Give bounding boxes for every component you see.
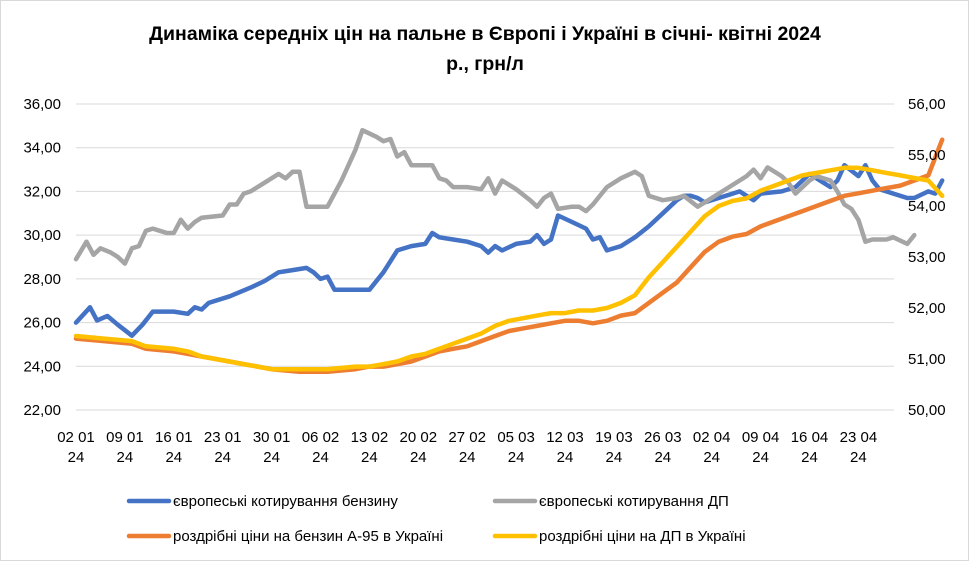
legend-label-2: європеські котирування ДП: [539, 493, 729, 510]
x-tick-year-label: 24: [654, 449, 671, 466]
x-tick-label: 26 03: [644, 429, 682, 446]
x-tick-label: 09 04: [742, 429, 780, 446]
y-left-tick-label: 24,00: [23, 358, 61, 375]
y-axis-right: 50,00 51,00 52,00 53,00 54,00 55,00 56,00: [908, 96, 946, 419]
y-right-tick-label: 54,00: [908, 198, 946, 215]
x-tick-label: 19 03: [595, 429, 633, 446]
x-tick-year-label: 24: [312, 449, 329, 466]
x-tick-label: 12 03: [546, 429, 584, 446]
x-tick-year-label: 24: [361, 449, 378, 466]
x-tick-year-label: 24: [606, 449, 623, 466]
x-tick-label: 02 01: [57, 429, 95, 446]
x-tick-year-label: 24: [703, 449, 720, 466]
legend-label-4: роздрібні ціни на ДП в Україні: [539, 528, 746, 545]
x-tick-year-label: 24: [410, 449, 427, 466]
y-right-tick-label: 50,00: [908, 402, 946, 419]
x-tick-label: 09 01: [106, 429, 144, 446]
x-tick-label: 02 04: [693, 429, 731, 446]
x-tick-label: 13 02: [351, 429, 389, 446]
y-axis-left: 22,00 24,00 26,00 28,00 30,00 32,00 34,00 36,00: [23, 96, 61, 419]
y-left-tick-label: 26,00: [23, 315, 61, 332]
x-tick-label: 05 03: [497, 429, 535, 446]
legend: європеські котирування бензину європеські…: [126, 493, 746, 545]
x-tick-year-label: 24: [801, 449, 818, 466]
y-right-tick-label: 55,00: [908, 147, 946, 164]
y-right-tick-label: 53,00: [908, 249, 946, 266]
y-left-tick-label: 22,00: [23, 402, 61, 419]
x-tick-label: 20 02: [400, 429, 438, 446]
legend-label-1: європеські котирування бензину: [173, 493, 398, 510]
y-left-tick-label: 36,00: [23, 96, 61, 113]
x-tick-year-label: 24: [165, 449, 182, 466]
x-tick-year-label: 24: [214, 449, 231, 466]
x-tick-label: 23 04: [840, 429, 878, 446]
x-tick-label: 27 02: [448, 429, 486, 446]
x-tick-year-label: 24: [263, 449, 280, 466]
x-tick-year-label: 24: [557, 449, 574, 466]
x-tick-year-label: 24: [117, 449, 134, 466]
x-tick-label: 06 02: [302, 429, 340, 446]
x-tick-year-label: 24: [459, 449, 476, 466]
x-tick-year-label: 24: [850, 449, 867, 466]
x-tick-year-label: 24: [508, 449, 525, 466]
chart-title-line-1: Динаміка середніх цін на пальне в Європі…: [149, 23, 821, 45]
x-tick-year-label: 24: [752, 449, 769, 466]
series-line-4: [73, 165, 945, 372]
gridlines: [76, 103, 894, 411]
x-tick-label: 30 01: [253, 429, 291, 446]
x-tick-year-label: 24: [68, 449, 85, 466]
y-left-tick-label: 34,00: [23, 140, 61, 157]
chart-title-line-2: р., грн/л: [446, 53, 524, 75]
y-left-tick-label: 30,00: [23, 227, 61, 244]
x-tick-label: 23 01: [204, 429, 242, 446]
legend-label-3: роздрібні ціни на бензин А-95 в Україні: [173, 528, 443, 545]
series-line-2: [73, 127, 917, 266]
series-line-1: [73, 162, 945, 338]
series-lines: [73, 127, 945, 375]
y-left-tick-label: 28,00: [23, 271, 61, 288]
x-tick-label: 16 01: [155, 429, 193, 446]
y-right-tick-label: 56,00: [908, 96, 946, 113]
x-axis: 02 01 24 09 01 24 16 01 24 23 01 24 30 01 24 06 02…: [57, 429, 877, 466]
y-left-tick-label: 32,00: [23, 183, 61, 200]
x-tick-label: 16 04: [791, 429, 829, 446]
y-right-tick-label: 51,00: [908, 351, 946, 368]
y-right-tick-label: 52,00: [908, 300, 946, 317]
